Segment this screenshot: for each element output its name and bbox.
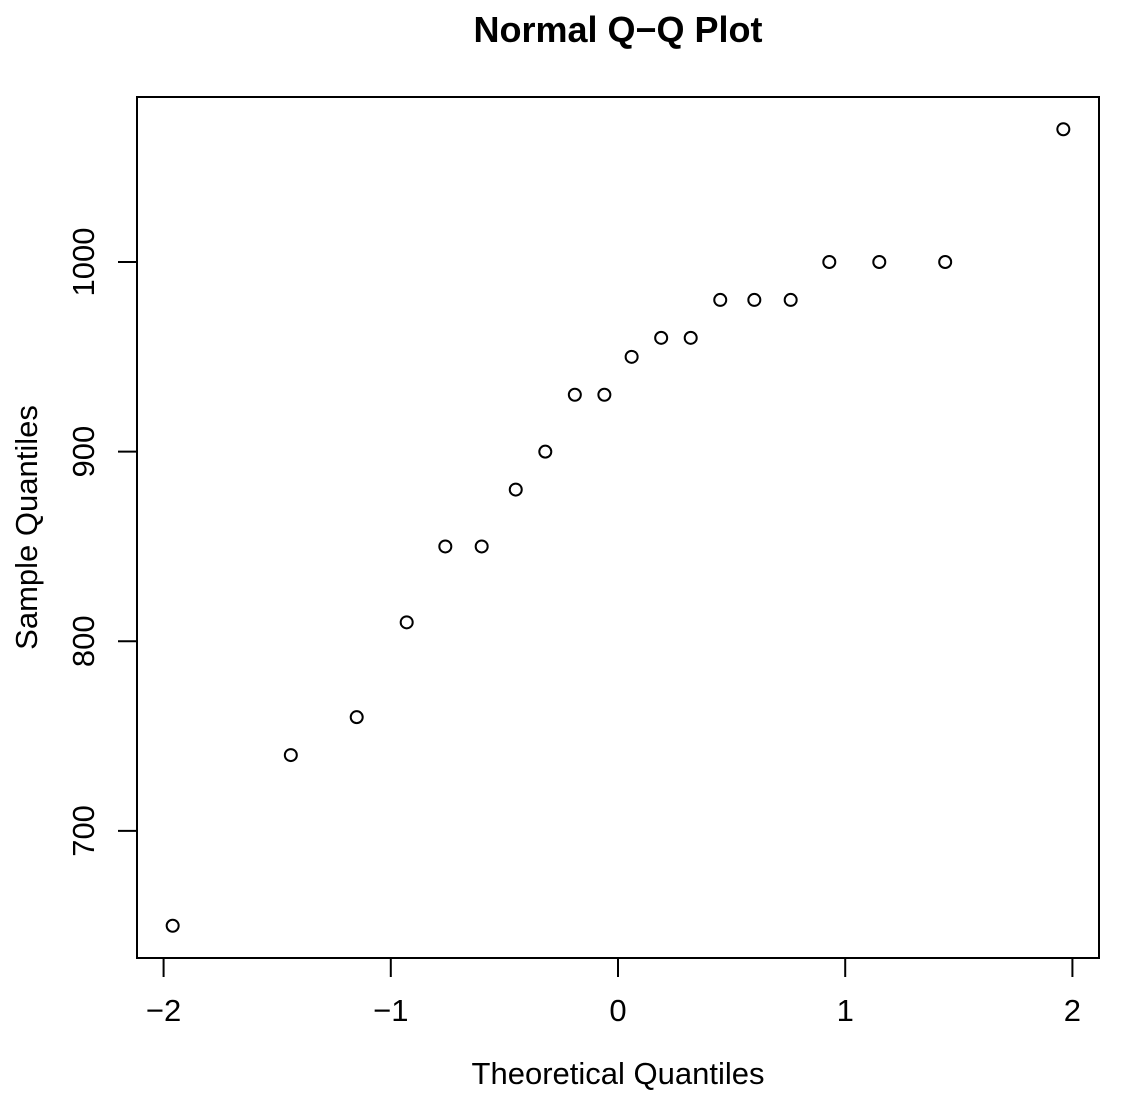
data-point [713, 292, 728, 307]
data-point [438, 539, 453, 554]
data-point [597, 387, 612, 402]
data-point [165, 918, 180, 933]
x-axis-label: Theoretical Quantiles [472, 1056, 765, 1091]
data-point [283, 748, 298, 763]
y-axis: 700 800 900 1000 [66, 228, 137, 857]
x-tick-label: 1 [837, 993, 854, 1028]
x-axis: −2 −1 0 1 2 [146, 958, 1081, 1028]
data-point [567, 387, 582, 402]
data-point [747, 292, 762, 307]
plot-box [136, 96, 1100, 959]
data-point [538, 444, 553, 459]
data-point [783, 292, 798, 307]
y-tick-label: 1000 [66, 228, 101, 297]
x-tick-label: −1 [373, 993, 408, 1028]
data-point [508, 482, 523, 497]
data-point [349, 710, 364, 725]
data-point [1056, 122, 1071, 137]
data-point [683, 330, 698, 345]
x-tick-label: 0 [609, 993, 626, 1028]
data-point [938, 254, 953, 269]
y-tick-label: 700 [66, 805, 101, 857]
data-point [822, 254, 837, 269]
chart-title: Normal Q−Q Plot [473, 9, 762, 50]
y-tick-label: 800 [66, 615, 101, 667]
x-tick-label: 2 [1064, 993, 1081, 1028]
points-group [165, 122, 1071, 933]
y-axis-label: Sample Quantiles [9, 405, 44, 650]
data-point [474, 539, 489, 554]
data-point [654, 330, 669, 345]
data-point [399, 615, 414, 630]
x-tick-label: −2 [146, 993, 181, 1028]
y-tick-label: 900 [66, 426, 101, 478]
data-point [624, 349, 639, 364]
data-point [872, 254, 887, 269]
